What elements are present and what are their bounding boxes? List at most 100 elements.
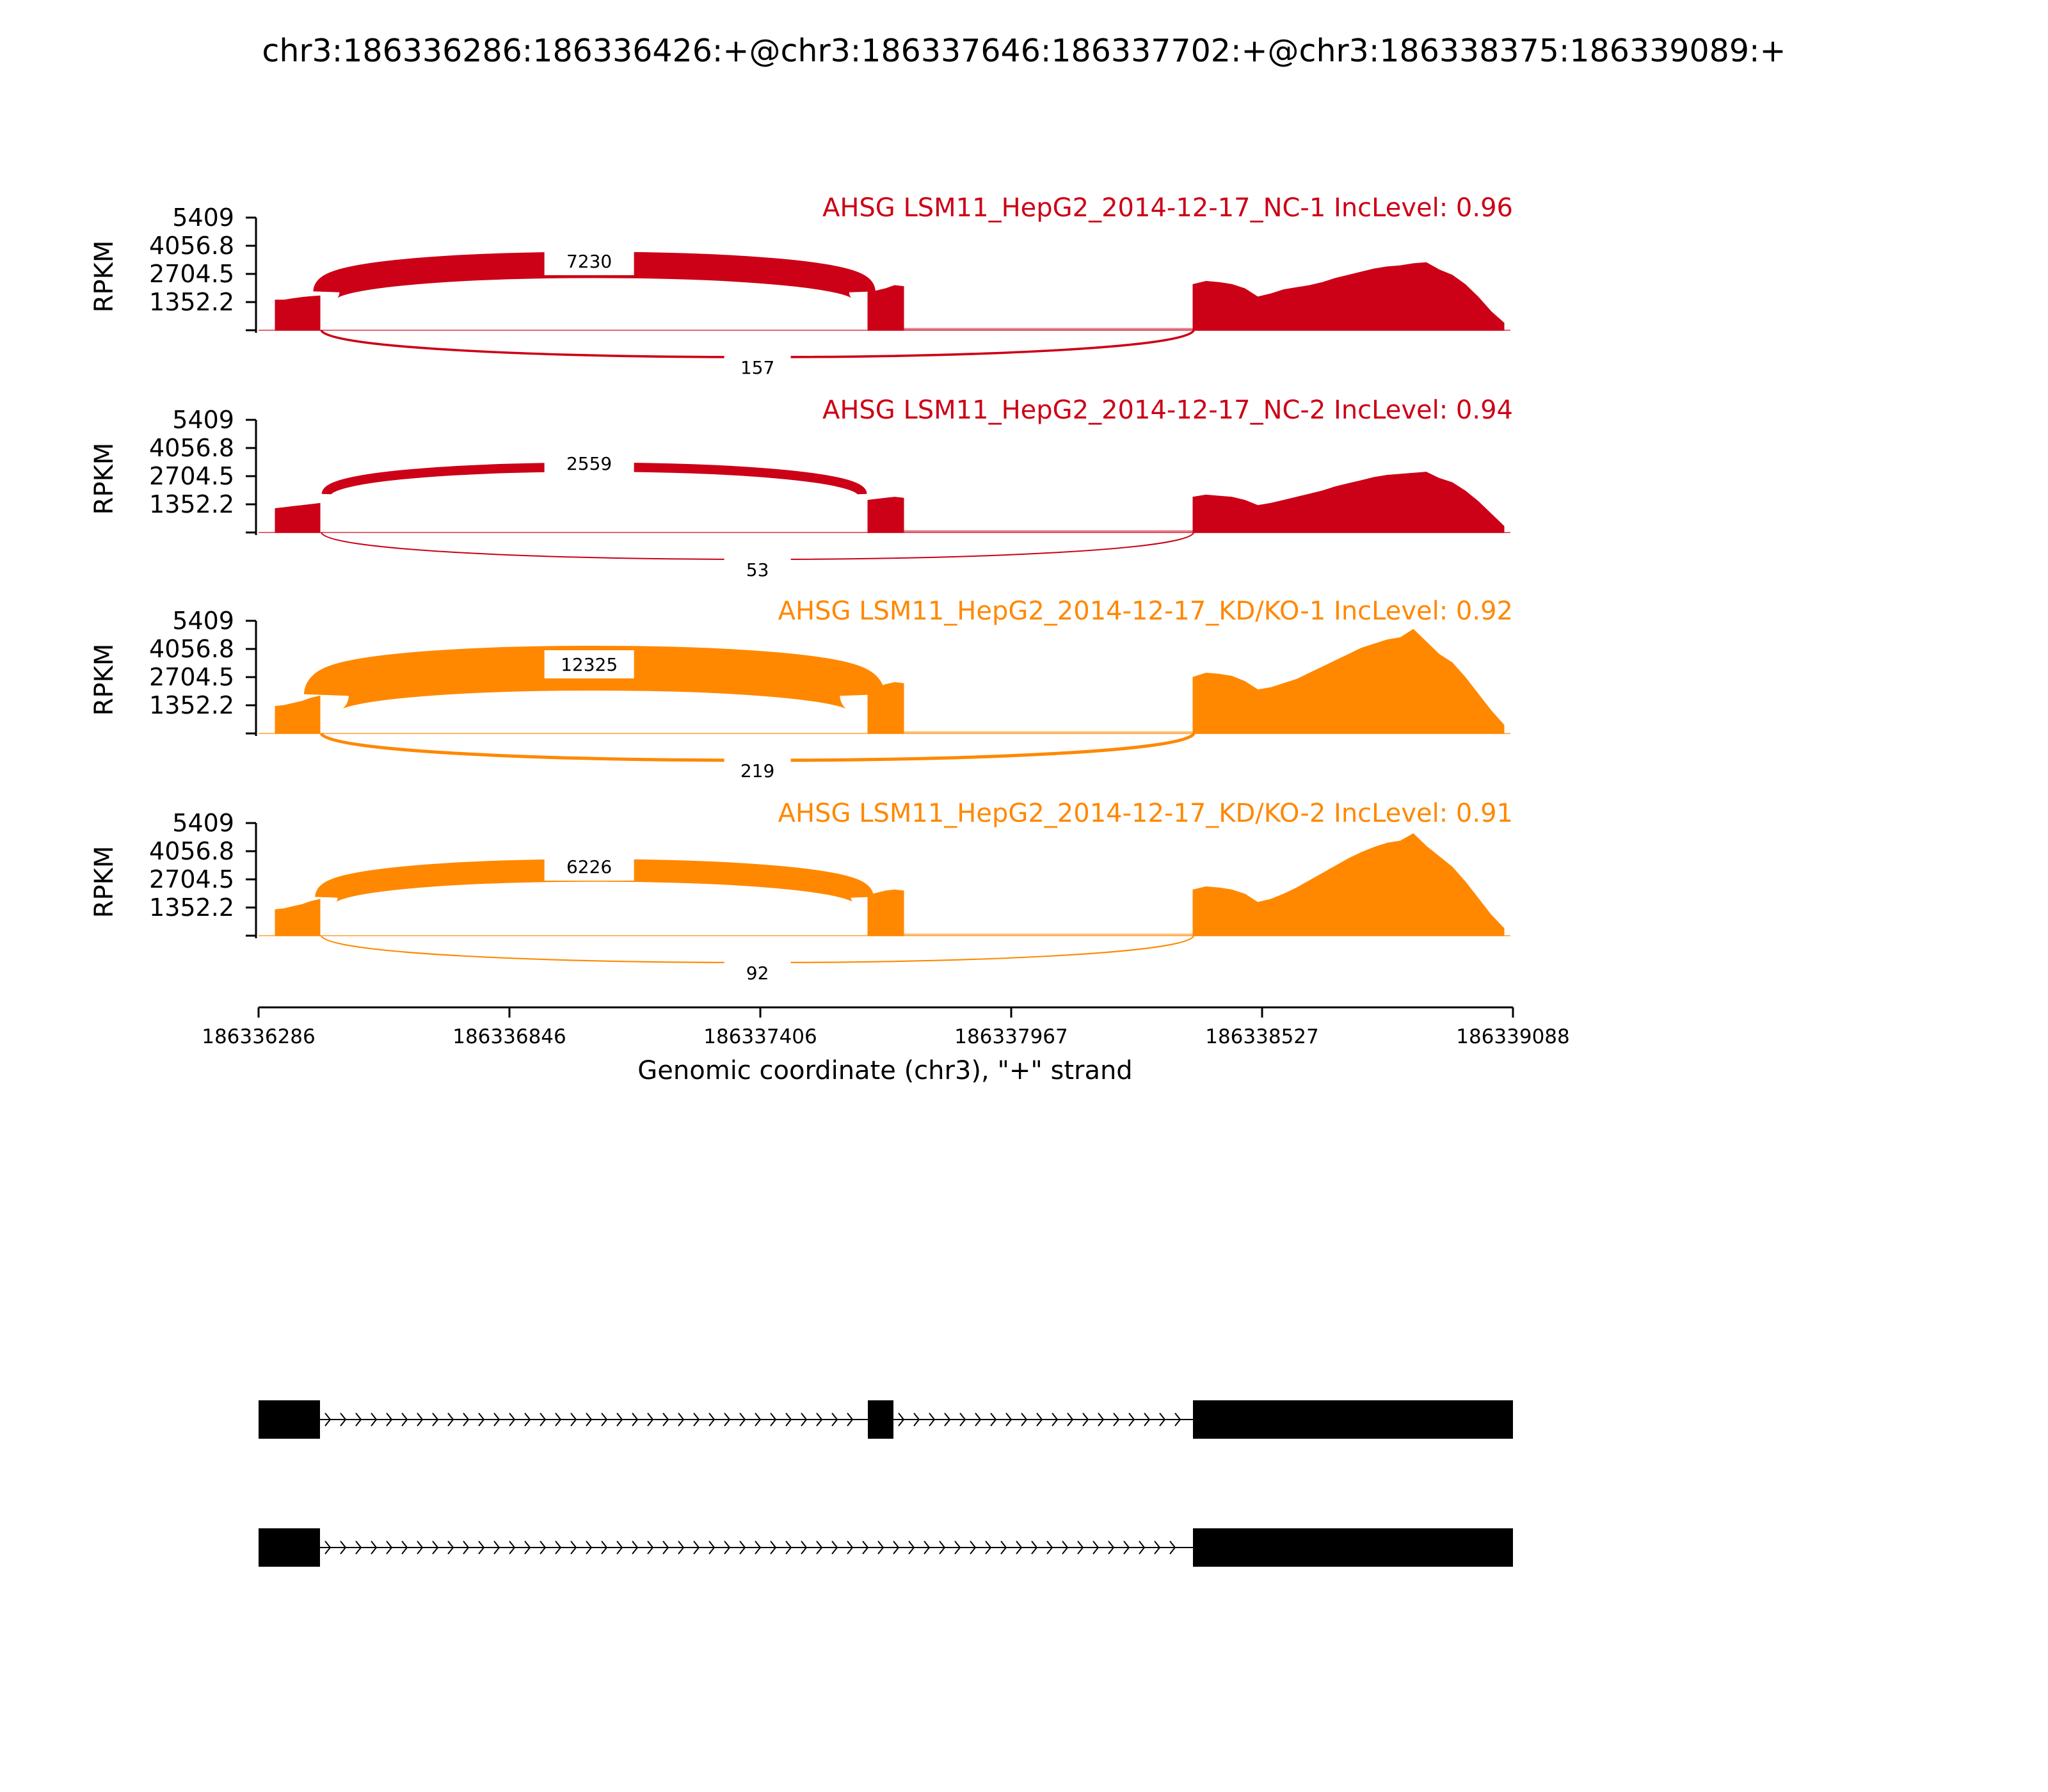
y-tick-label: 4056.8 bbox=[149, 635, 234, 663]
junction-label-bg bbox=[724, 758, 791, 783]
strand-arrow bbox=[1046, 1540, 1053, 1555]
strand-arrow bbox=[524, 1540, 531, 1555]
strand-arrow bbox=[1139, 1540, 1146, 1555]
strand-arrow bbox=[954, 1540, 961, 1555]
strand-arrow bbox=[785, 1540, 792, 1555]
strand-arrow bbox=[898, 1412, 905, 1427]
gene-model-1 bbox=[259, 1400, 1513, 1439]
strand-arrow bbox=[355, 1412, 362, 1427]
strand-arrow bbox=[1082, 1412, 1089, 1427]
strand-arrow bbox=[755, 1540, 762, 1555]
exon-block bbox=[1193, 1528, 1513, 1567]
y-tick-label: 4056.8 bbox=[149, 434, 234, 462]
y-tick-label: 1352.2 bbox=[149, 691, 234, 719]
y-axis-label: RPKM bbox=[90, 846, 119, 918]
y-axis-label: RPKM bbox=[90, 443, 119, 515]
x-axis: 186336286 186336846 186337406 186337967 1863… bbox=[202, 1006, 1570, 1048]
y-tick-label: 5409 bbox=[172, 607, 234, 635]
strand-arrow bbox=[770, 1540, 777, 1555]
strand-arrow bbox=[975, 1412, 982, 1427]
strand-arrow bbox=[770, 1412, 777, 1427]
junction-arc-skipping bbox=[320, 329, 1195, 358]
strand-arrow bbox=[371, 1412, 378, 1427]
junction-count-label: 2559 bbox=[566, 453, 612, 474]
x-tick-label: 186337967 bbox=[954, 1025, 1068, 1048]
strand-arrow bbox=[324, 1412, 332, 1427]
junction-label-bg bbox=[544, 650, 634, 678]
strand-arrow bbox=[493, 1412, 500, 1427]
strand-arrow bbox=[693, 1412, 700, 1427]
strand-arrow bbox=[632, 1540, 639, 1555]
strand-arrow bbox=[1113, 1412, 1120, 1427]
strand-arrow bbox=[724, 1540, 731, 1555]
coverage-area bbox=[1192, 472, 1505, 533]
junction-count-label: 7230 bbox=[566, 251, 612, 272]
exon-block bbox=[259, 1528, 320, 1567]
strand-arrow bbox=[1067, 1412, 1074, 1427]
strand-arrow bbox=[893, 1540, 900, 1555]
strand-arrow bbox=[970, 1540, 977, 1555]
strand-arrow bbox=[386, 1412, 393, 1427]
strand-arrow bbox=[959, 1412, 966, 1427]
strand-arrow bbox=[693, 1540, 700, 1555]
strand-arrow bbox=[1077, 1540, 1084, 1555]
coverage-area bbox=[1192, 262, 1505, 331]
junction-label-bg bbox=[724, 355, 791, 380]
strand-arrow bbox=[847, 1412, 854, 1427]
panel-label: AHSG LSM11_HepG2_2014-12-17_KD/KO-1 IncL… bbox=[778, 596, 1513, 626]
strand-arrow bbox=[555, 1540, 562, 1555]
strand-arrow bbox=[877, 1540, 884, 1555]
strand-arrow bbox=[540, 1412, 547, 1427]
panel-label: AHSG LSM11_HepG2_2014-12-17_NC-1 IncLeve… bbox=[822, 193, 1513, 223]
strand-arrow bbox=[755, 1412, 762, 1427]
strand-arrow bbox=[862, 1540, 869, 1555]
strand-arrow bbox=[939, 1540, 946, 1555]
y-axis-label: RPKM bbox=[90, 644, 119, 716]
strand-arrow bbox=[1092, 1540, 1100, 1555]
strand-arrow bbox=[540, 1540, 547, 1555]
strand-arrow bbox=[831, 1412, 838, 1427]
strand-arrow bbox=[586, 1412, 593, 1427]
strand-arrow bbox=[401, 1412, 408, 1427]
strand-arrow bbox=[816, 1412, 823, 1427]
x-axis-label: Genomic coordinate (chr3), "+" strand bbox=[637, 1056, 1132, 1085]
strand-arrow bbox=[985, 1540, 992, 1555]
strand-arrow bbox=[801, 1540, 808, 1555]
strand-arrow bbox=[924, 1540, 931, 1555]
strand-arrow bbox=[1031, 1540, 1038, 1555]
strand-arrow bbox=[647, 1540, 654, 1555]
coverage-area bbox=[1192, 833, 1505, 936]
strand-arrow bbox=[355, 1540, 362, 1555]
strand-arrow bbox=[616, 1540, 623, 1555]
y-tick-label: 4056.8 bbox=[149, 837, 234, 865]
strand-arrow bbox=[632, 1412, 639, 1427]
junction-count-label: 53 bbox=[746, 559, 769, 580]
y-tick-label: 1352.2 bbox=[149, 490, 234, 518]
coverage-area bbox=[275, 502, 321, 533]
strand-arrow bbox=[678, 1540, 685, 1555]
y-tick-label: 5409 bbox=[172, 406, 234, 434]
strand-arrow bbox=[340, 1412, 347, 1427]
strand-arrow bbox=[601, 1540, 608, 1555]
panel-label: AHSG LSM11_HepG2_2014-12-17_KD/KO-2 IncL… bbox=[778, 799, 1513, 828]
strand-arrow bbox=[739, 1412, 746, 1427]
strand-arrow bbox=[662, 1412, 669, 1427]
strand-arrow bbox=[586, 1540, 593, 1555]
strand-arrow bbox=[1159, 1412, 1166, 1427]
x-tick-label: 186336286 bbox=[202, 1025, 316, 1048]
coverage-area bbox=[275, 295, 321, 331]
strand-arrow bbox=[570, 1412, 577, 1427]
strand-arrow bbox=[1005, 1412, 1012, 1427]
y-tick-label: 2704.5 bbox=[149, 865, 234, 893]
exon-block bbox=[868, 1400, 893, 1439]
strand-arrow bbox=[1098, 1412, 1105, 1427]
strand-arrow bbox=[662, 1540, 669, 1555]
junction-arc-skipping bbox=[320, 532, 1195, 560]
strand-arrow bbox=[432, 1412, 439, 1427]
strand-arrow bbox=[785, 1412, 792, 1427]
strand-arrow bbox=[1016, 1540, 1023, 1555]
strand-arrow bbox=[401, 1540, 408, 1555]
strand-arrow bbox=[1052, 1412, 1059, 1427]
